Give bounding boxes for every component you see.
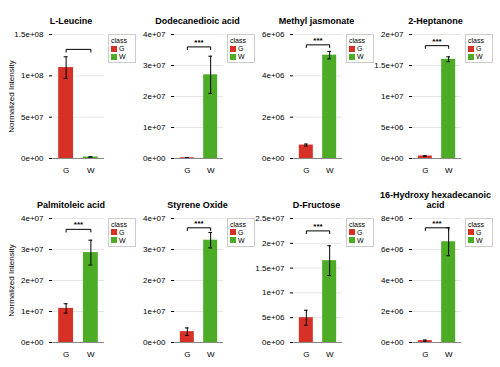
svg-text:3e+07: 3e+07 [143, 245, 166, 254]
svg-text:***: *** [432, 218, 442, 227]
svg-text:W: W [207, 166, 215, 175]
html-text:Dodecanedioic acid: Dodecanedioic acid [155, 16, 240, 26]
svg-text:Normalized Intensity: Normalized Intensity [7, 244, 16, 316]
svg-text:***: *** [74, 220, 84, 229]
html-text:class: class [349, 37, 365, 44]
svg-text:***: *** [313, 36, 323, 45]
svg-text:1e+08: 1e+08 [21, 71, 44, 80]
html-text:class: class [230, 220, 246, 228]
html-text:Methyl jasmonate: Methyl jasmonate [278, 16, 355, 26]
html-text:G: G [357, 228, 363, 236]
svg-text:2e+07: 2e+07 [143, 92, 166, 101]
html-text:Styrene Oxide: Styrene Oxide [167, 199, 228, 210]
html-text:W: W [119, 236, 126, 244]
svg-text:G: G [184, 166, 190, 175]
svg-text:G: G [303, 350, 309, 359]
svg-text:2e+06: 2e+06 [262, 113, 285, 122]
svg-text:G: G [303, 166, 309, 175]
svg-text:0e+00: 0e+00 [21, 154, 44, 163]
html-text:G: G [357, 45, 363, 52]
html-text:class: class [468, 37, 484, 44]
svg-text:2e+06: 2e+06 [381, 307, 404, 316]
html-text:G: G [476, 45, 482, 52]
html-text:W: W [476, 236, 483, 244]
html-text:G: G [238, 45, 244, 52]
html-text:W: W [357, 236, 364, 244]
svg-text:2.5e+07: 2.5e+07 [255, 214, 285, 223]
svg-text:0e+00: 0e+00 [381, 338, 404, 347]
svg-text:Normalized Intensity: Normalized Intensity [7, 60, 16, 132]
svg-text:0e+00: 0e+00 [262, 338, 285, 347]
svg-text:5e+07: 5e+07 [21, 113, 44, 122]
svg-text:0e+00: 0e+00 [143, 154, 166, 163]
svg-text:4e+07: 4e+07 [143, 30, 166, 39]
svg-text:***: *** [194, 38, 204, 47]
html-text:class: class [230, 37, 246, 44]
svg-text:W: W [207, 350, 215, 359]
svg-text:6e+06: 6e+06 [381, 245, 404, 254]
html-text:2-Heptanone: 2-Heptanone [408, 16, 463, 26]
svg-text:5e+06: 5e+06 [262, 313, 285, 322]
svg-text:0e+00: 0e+00 [143, 338, 166, 347]
svg-text:8e+06: 8e+06 [381, 214, 404, 223]
html-text:W: W [238, 53, 245, 60]
svg-text:3e+07: 3e+07 [143, 61, 166, 70]
svg-text:0e+00: 0e+00 [381, 154, 404, 163]
svg-text:2e+07: 2e+07 [262, 238, 285, 247]
svg-text:4e+06: 4e+06 [381, 276, 404, 285]
html-text:Palmitoleic acid: Palmitoleic acid [37, 199, 105, 210]
svg-text:***: *** [194, 218, 204, 227]
svg-text:G: G [63, 166, 69, 175]
svg-text:1e+07: 1e+07 [262, 288, 285, 297]
svg-text:W: W [326, 166, 334, 175]
html-text:D-Fructose: D-Fructose [292, 199, 341, 210]
svg-text:1e+07: 1e+07 [143, 123, 166, 132]
html-text:L-Leucine: L-Leucine [49, 16, 93, 26]
html-text:class: class [111, 37, 127, 44]
html-text:W: W [238, 236, 245, 244]
svg-text:1.5e+07: 1.5e+07 [374, 61, 404, 70]
html-text:G: G [119, 45, 125, 52]
svg-text:1.5e+08: 1.5e+08 [14, 30, 44, 39]
svg-text:2e+07: 2e+07 [143, 276, 166, 285]
html-text:class: class [468, 220, 484, 228]
svg-text:W: W [445, 350, 453, 359]
svg-text:1e+07: 1e+07 [381, 92, 404, 101]
svg-text:4e+07: 4e+07 [21, 214, 44, 223]
svg-text:1.5e+07: 1.5e+07 [255, 263, 285, 272]
html-text:W: W [476, 53, 483, 60]
svg-text:1e+07: 1e+07 [143, 307, 166, 316]
svg-text:0e+00: 0e+00 [21, 338, 44, 347]
html-text:class: class [349, 220, 365, 228]
svg-text:5e+06: 5e+06 [381, 123, 404, 132]
svg-text:G: G [184, 350, 190, 359]
svg-text:***: *** [313, 221, 323, 230]
html-text:G: G [238, 228, 244, 236]
svg-text:2e+07: 2e+07 [21, 276, 44, 285]
svg-text:***: *** [432, 37, 442, 46]
svg-text:G: G [422, 166, 428, 175]
svg-text:4e+07: 4e+07 [143, 214, 166, 223]
svg-text:4e+06: 4e+06 [262, 71, 285, 80]
svg-text:G: G [63, 350, 69, 359]
svg-text:0e+00: 0e+00 [262, 154, 285, 163]
svg-text:1e+07: 1e+07 [21, 307, 44, 316]
html-text:W: W [357, 53, 364, 60]
svg-text:2e+07: 2e+07 [381, 30, 404, 39]
svg-text:W: W [87, 166, 95, 175]
svg-text:3e+07: 3e+07 [21, 245, 44, 254]
svg-text:G: G [422, 350, 428, 359]
html-text:G: G [119, 228, 125, 236]
svg-text:6e+06: 6e+06 [262, 30, 285, 39]
html-text:class: class [111, 220, 127, 228]
html-text:W: W [119, 53, 126, 60]
html-text:G: G [476, 228, 482, 236]
html-text:16-Hydroxy hexadecanoic acid: 16-Hydroxy hexadecanoic acid [380, 189, 491, 210]
svg-text:W: W [87, 350, 95, 359]
svg-text:W: W [445, 166, 453, 175]
svg-text:W: W [326, 350, 334, 359]
